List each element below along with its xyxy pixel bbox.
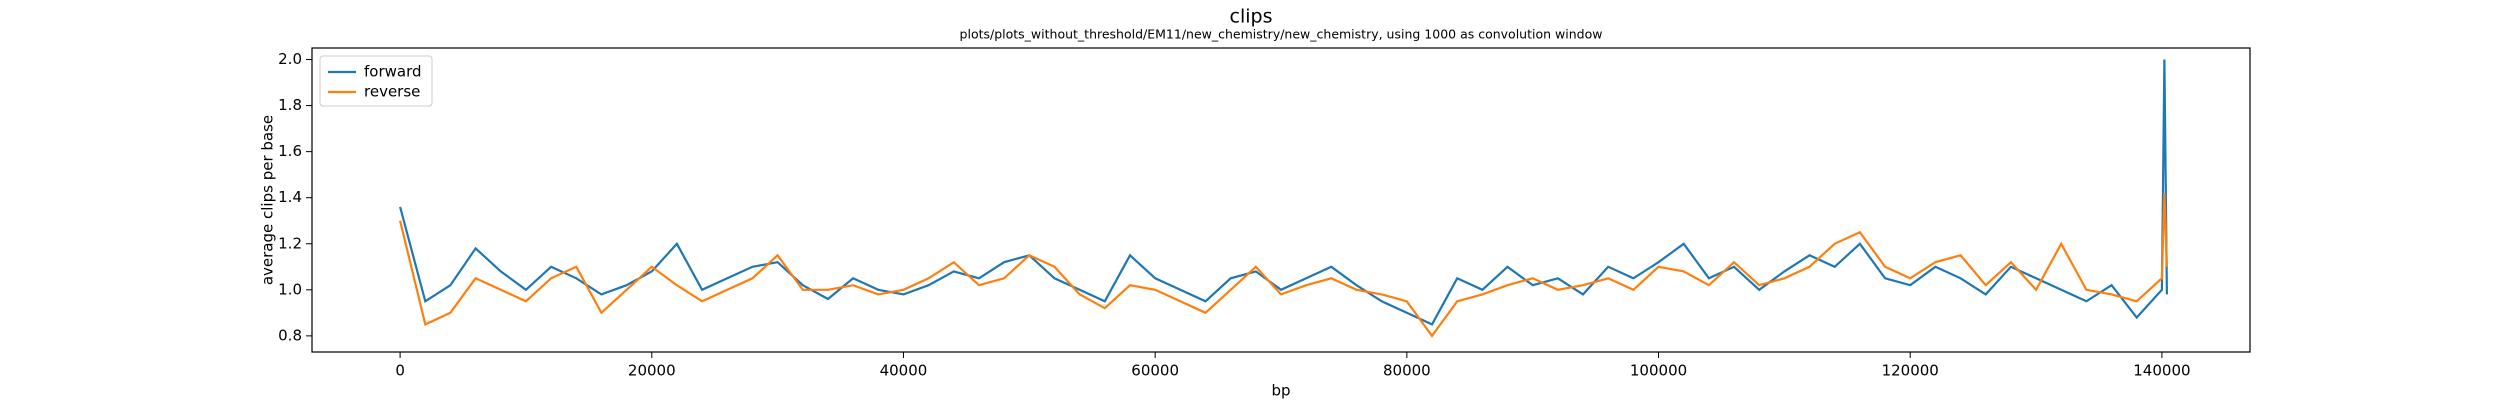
y-axis-label: average clips per base xyxy=(259,115,277,285)
x-tick-label: 120000 xyxy=(1882,362,1939,380)
x-tick-label: 40000 xyxy=(880,362,928,380)
y-tick-label: 1.4 xyxy=(278,188,302,206)
legend-box xyxy=(319,55,433,107)
chart-title: clips xyxy=(1230,6,1273,28)
y-tick-label: 0.8 xyxy=(278,326,302,344)
x-axis-label: bp xyxy=(1271,382,1290,400)
series-line xyxy=(399,193,2168,338)
x-tick-label: 80000 xyxy=(1383,362,1431,380)
series-line xyxy=(399,59,2168,326)
y-tick-label: 1.6 xyxy=(278,142,302,160)
y-tick-label: 2.0 xyxy=(278,50,302,68)
y-tick-label: 1.8 xyxy=(278,96,302,114)
y-tick-label: 1.2 xyxy=(278,234,302,252)
x-tick-label: 20000 xyxy=(628,362,676,380)
y-tick-label: 1.0 xyxy=(278,280,302,298)
chart-subtitle: plots/plots_without_threshold/EM11/new_c… xyxy=(960,27,1603,42)
x-tick-label: 140000 xyxy=(2133,362,2190,380)
x-tick-label: 0 xyxy=(395,362,405,380)
plot-frame xyxy=(311,47,2251,353)
x-tick-label: 60000 xyxy=(1131,362,1179,380)
legend-label: forward xyxy=(364,63,422,81)
x-tick-label: 100000 xyxy=(1630,362,1687,380)
legend-label: reverse xyxy=(364,83,420,101)
